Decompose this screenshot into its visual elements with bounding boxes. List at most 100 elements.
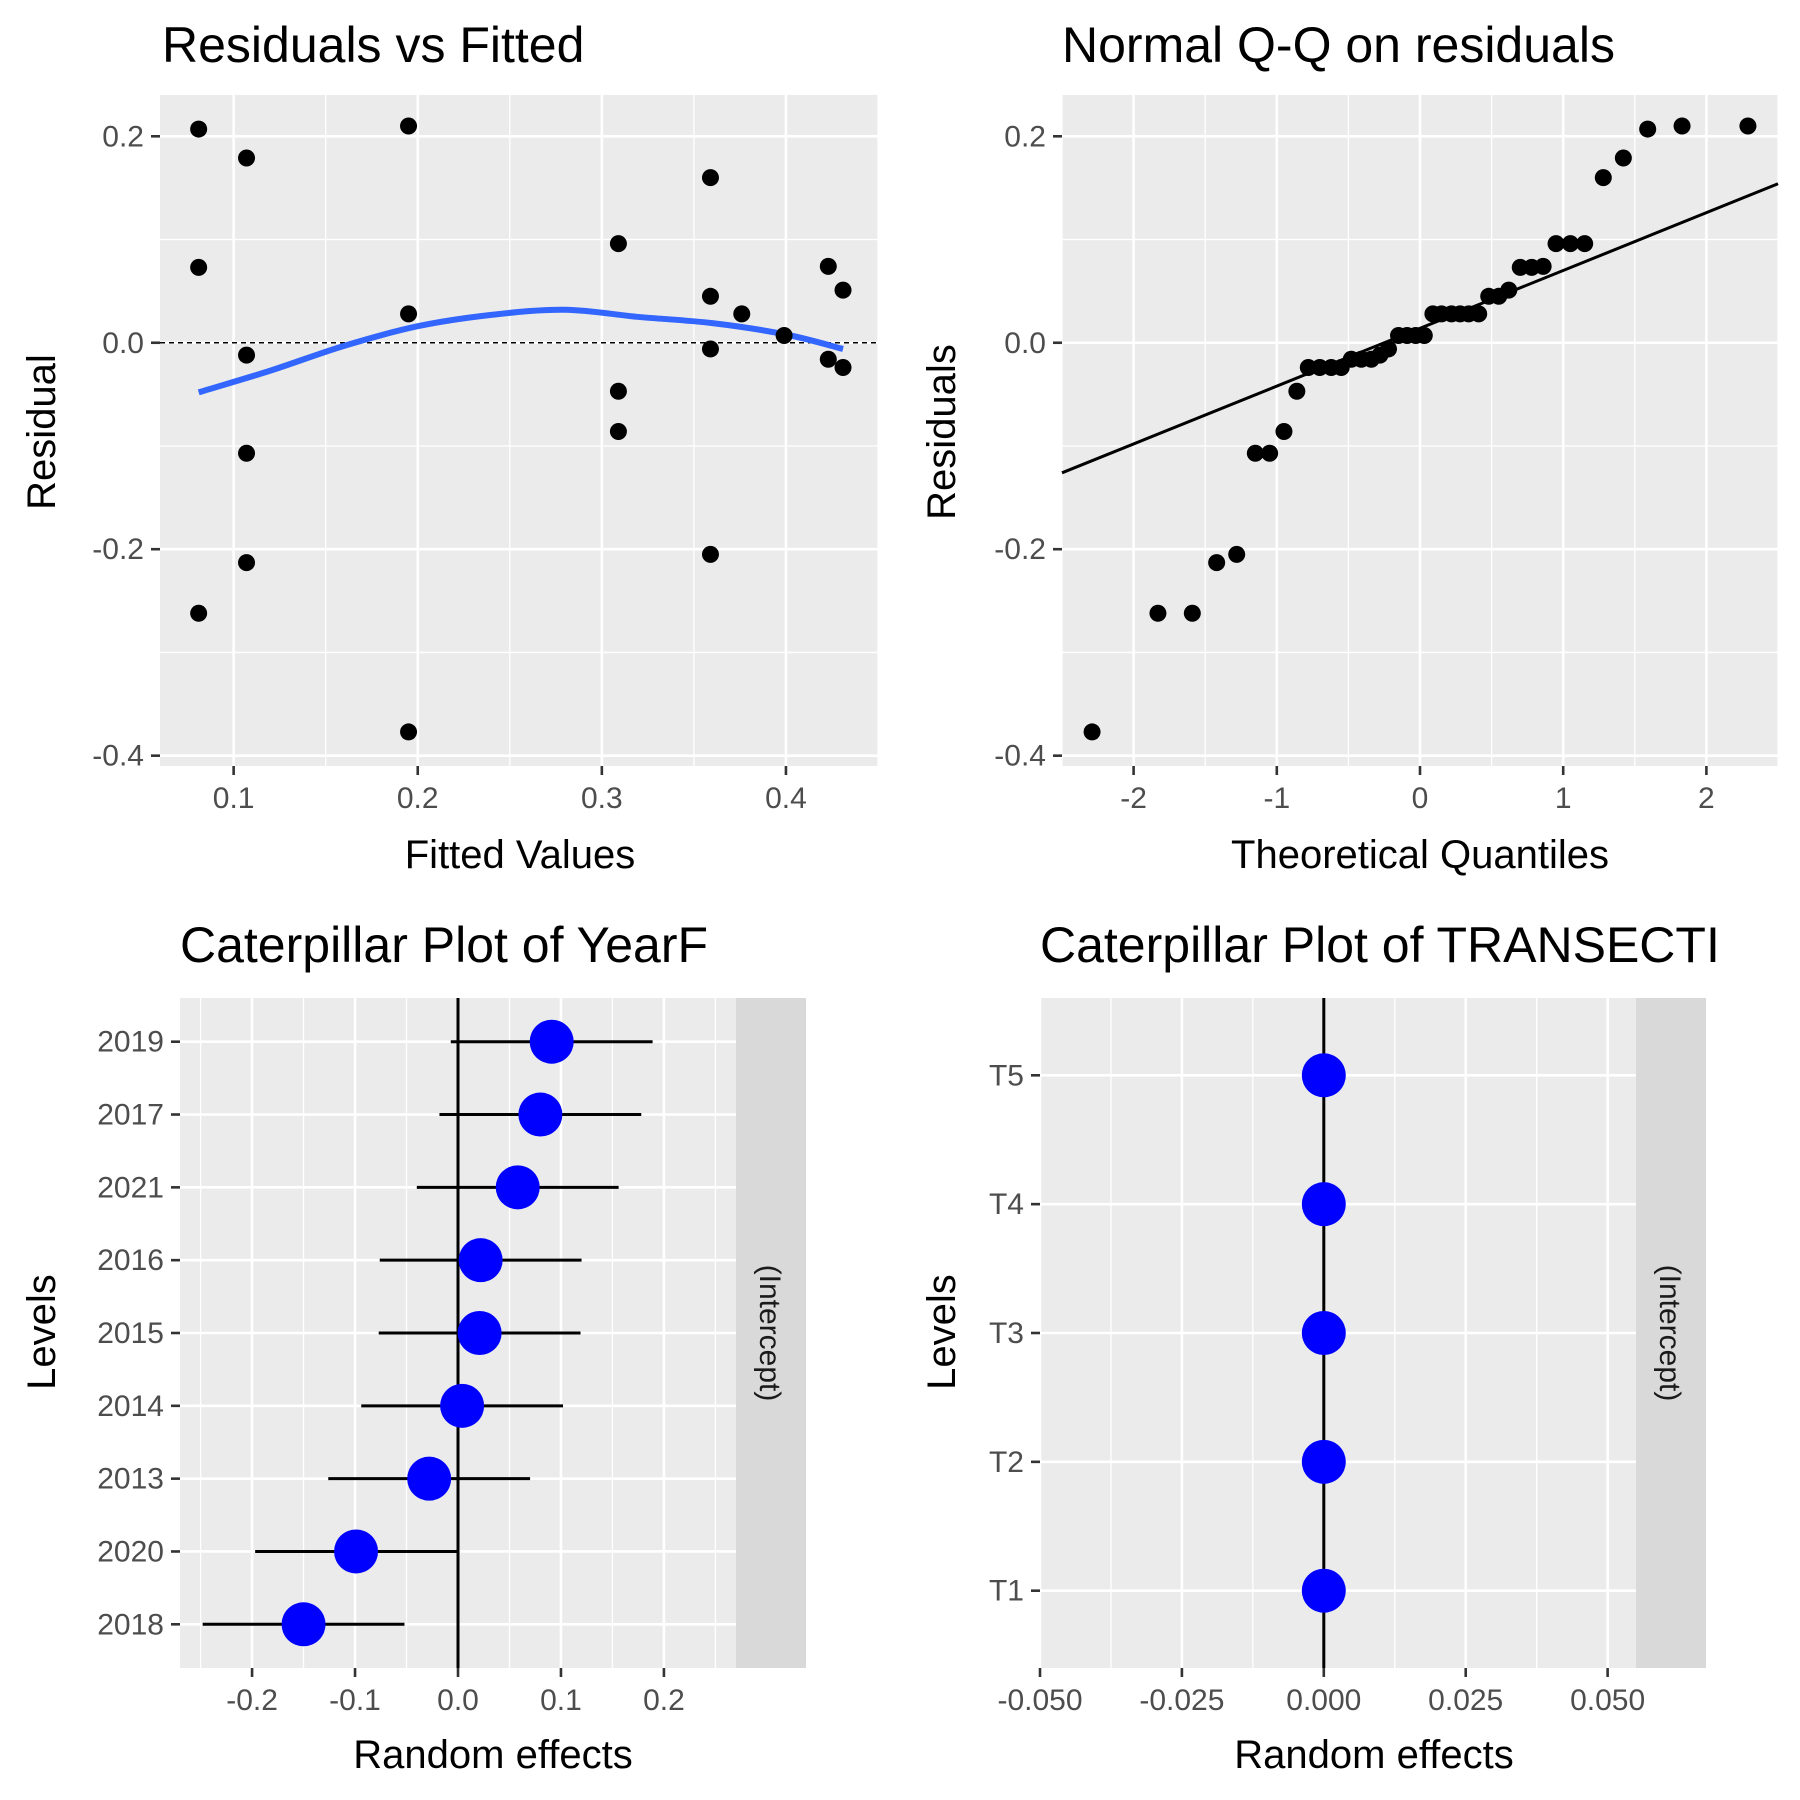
x-axis-title: Theoretical Quantiles [1231,833,1609,877]
data-point [1208,554,1226,572]
data-point [733,305,751,323]
data-point [238,554,256,572]
data-point [1470,305,1488,323]
data-point [1594,169,1612,187]
level-label: 2019 [97,1026,164,1059]
loess-smooth-line [197,306,844,396]
data-point [1379,340,1397,358]
x-tick-label: 0.0 [437,1684,479,1717]
y-tick-label: 0.2 [102,120,144,153]
x-tick-label: -2 [1120,782,1147,815]
level-label: 2017 [97,1099,164,1132]
estimate-point [1301,1439,1346,1484]
y-axis-title: Levels [20,1274,64,1390]
level-label: T3 [989,1317,1024,1350]
x-tick-label: 0.025 [1428,1684,1503,1717]
data-point [1500,281,1518,299]
x-tick-label: -0.2 [226,1684,278,1717]
estimate-point [529,1019,574,1064]
data-point [701,340,719,358]
y-axis-title: Residuals [920,344,964,520]
caterpillar-transecti-chart: Caterpillar Plot of TRANSECTI Random eff… [920,917,1720,1777]
level-label: 2014 [97,1390,164,1423]
residuals-vs-fitted-chart: Residuals vs Fitted Fitted Values Residu… [20,17,879,877]
data-point [190,120,208,138]
level-label: T1 [989,1575,1024,1608]
data-point [400,117,418,135]
estimate-point [1301,1568,1346,1613]
chart-title: Residuals vs Fitted [162,17,584,73]
y-tick-label: 0.2 [1004,120,1046,153]
data-point [834,281,852,299]
x-tick-label: -0.1 [329,1684,381,1717]
data-point [1639,120,1657,138]
data-point [1576,235,1594,253]
y-axis-title: Residual [20,354,64,510]
data-point [1275,423,1293,441]
level-label: 2021 [97,1171,164,1204]
data-point [1415,327,1433,345]
facet-strip [736,998,806,1668]
facet-strip-label: (Intercept) [753,1265,786,1402]
data-point [400,305,418,323]
x-tick-label: 0.000 [1286,1684,1361,1717]
data-point [1228,545,1246,563]
x-tick-label: 0 [1412,782,1429,815]
estimate-point [458,1238,503,1283]
data-point [238,346,256,364]
data-point [238,149,256,167]
plot-panel [160,95,878,766]
x-axis-title: Fitted Values [405,833,636,877]
data-point [1561,235,1579,253]
x-tick-label: 0.4 [765,782,807,815]
y-tick-label: -0.4 [92,740,144,773]
data-point [701,169,719,187]
y-tick-label: -0.4 [994,740,1046,773]
data-point [1183,604,1201,622]
data-point [1288,382,1306,400]
y-axis-title: Levels [920,1274,964,1390]
estimate-point [1301,1311,1346,1355]
level-label: 2018 [97,1608,164,1641]
facet-strip-label: (Intercept) [1653,1265,1686,1402]
x-tick-label: 0.050 [1570,1684,1645,1717]
level-label: 2016 [97,1244,164,1277]
y-tick-label: -0.2 [994,533,1046,566]
chart-title: Caterpillar Plot of TRANSECTI [1040,917,1720,973]
data-point [1547,235,1565,253]
y-tick-label: 0.0 [102,327,144,360]
chart-title: Normal Q-Q on residuals [1062,17,1615,73]
estimate-point [407,1456,452,1501]
estimate-point [440,1383,485,1428]
data-point [1246,444,1264,462]
data-point [834,359,852,377]
y-tick-label: -0.2 [92,533,144,566]
x-tick-label: 0.1 [213,782,255,815]
data-point [1261,444,1279,462]
level-label: 2015 [97,1317,164,1350]
x-tick-label: 1 [1555,782,1572,815]
level-label: T4 [989,1188,1024,1221]
x-tick-label: 0.2 [397,782,439,815]
data-point [1614,149,1632,167]
data-point [1673,117,1691,135]
x-tick-label: 0.2 [643,1684,685,1717]
x-tick-label: -1 [1263,782,1290,815]
estimate-point [518,1092,563,1137]
facet-strip [1636,998,1706,1668]
level-label: 2020 [97,1535,164,1568]
estimate-point [495,1165,540,1210]
data-point [609,235,627,253]
data-point [400,723,418,741]
data-point [1739,117,1757,135]
chart-title: Caterpillar Plot of YearF [180,917,708,973]
data-point [701,287,719,305]
x-tick-label: 2 [1698,782,1715,815]
x-tick-label: 0.3 [581,782,623,815]
data-point [1083,723,1101,741]
data-point [701,545,719,563]
normal-qq-chart: Normal Q-Q on residuals Theoretical Quan… [920,17,1779,877]
level-label: 2013 [97,1463,164,1496]
data-point [238,444,256,462]
level-label: T2 [989,1446,1024,1479]
